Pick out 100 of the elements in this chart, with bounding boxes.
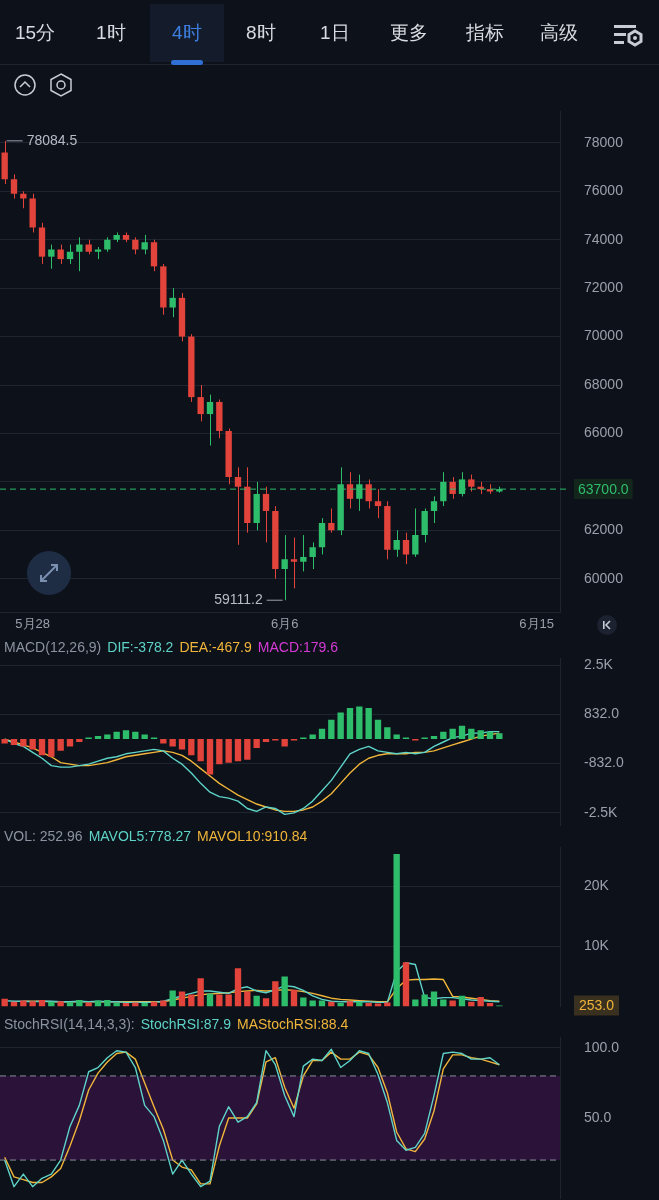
bar [234, 739, 242, 762]
bar [1, 998, 8, 1007]
candlestick [393, 529, 400, 558]
bar [122, 730, 130, 740]
bar [113, 731, 120, 740]
text: DEA:-467.9 [179, 639, 252, 655]
candlestick [206, 394, 214, 447]
bar [272, 981, 279, 1007]
candlestick [234, 466, 242, 546]
bar [188, 994, 195, 1007]
x-tick-label: 6月6 [270, 615, 299, 631]
bar [253, 739, 260, 748]
candlestick [262, 486, 270, 543]
candlestick [346, 471, 354, 509]
candlestick [430, 495, 438, 524]
y-tick-label: -832.0 [584, 754, 624, 771]
bar [468, 1001, 475, 1007]
text: 4时 [172, 21, 202, 45]
bar [477, 730, 484, 740]
y-tick-label: 20K [584, 877, 610, 894]
bar [178, 739, 186, 750]
text: 高级 [540, 21, 578, 45]
text: MACD:179.6 [257, 639, 338, 655]
bar [197, 739, 204, 762]
bar [430, 736, 438, 740]
bar [262, 739, 270, 742]
text: 8时 [246, 21, 276, 45]
bar [365, 708, 372, 740]
bar [160, 739, 167, 744]
y-tick-label: 60000 [584, 569, 624, 586]
bar [160, 1000, 167, 1007]
text: DIF:-378.2 [107, 639, 174, 655]
annotation: 59111.2 [214, 591, 263, 608]
bar [384, 727, 391, 740]
bar [38, 739, 46, 756]
bar [216, 739, 223, 765]
bar [225, 739, 232, 763]
text: 15分 [15, 21, 56, 45]
bar [412, 999, 419, 1007]
bar [57, 1001, 64, 1007]
candlestick [290, 537, 298, 589]
bar [393, 854, 400, 1007]
bar [20, 739, 27, 747]
bar [281, 739, 288, 747]
y-tick-label: 78000 [584, 133, 624, 150]
candlestick [365, 478, 372, 509]
bar [29, 1001, 36, 1007]
bar [384, 1002, 391, 1007]
candlestick [374, 488, 382, 519]
series-label: MAStochRSI:88.4 [237, 1016, 349, 1032]
bar [496, 733, 503, 740]
bar [290, 989, 298, 1007]
y-tick-label: 68000 [584, 375, 624, 392]
candlestick [412, 507, 419, 558]
bar [76, 999, 83, 1007]
bar [1, 739, 8, 744]
bar [421, 994, 428, 1007]
bar [132, 731, 139, 740]
bar [10, 739, 18, 745]
bar [206, 739, 214, 775]
bar [356, 1001, 363, 1007]
bar [402, 962, 410, 1007]
bar [76, 739, 83, 742]
bar [253, 995, 260, 1007]
y-tick-label: 72000 [584, 279, 624, 296]
bar [281, 976, 288, 1007]
bar [216, 994, 223, 1007]
bar [104, 734, 111, 740]
text: 1时 [96, 21, 126, 45]
candlestick [328, 507, 335, 534]
bar [188, 739, 195, 756]
bar [318, 728, 326, 740]
candlestick [141, 234, 148, 255]
y-tick-label: 10K [584, 937, 610, 954]
candlestick [402, 532, 410, 565]
y-tick-label: 62000 [584, 521, 624, 538]
bar [234, 968, 242, 1007]
y-tick-label: 70000 [584, 327, 624, 344]
bar [346, 708, 354, 740]
y-tick-label: -2.5K [584, 803, 619, 820]
bar [141, 1003, 148, 1007]
x-tick-label: 6月15 [519, 615, 555, 631]
text: 更多 [390, 21, 428, 45]
annotation: 78084.5 [26, 131, 78, 148]
series-label: StochRSI:87.9 [140, 1016, 232, 1032]
bar [328, 1001, 335, 1007]
candlestick [169, 287, 176, 318]
bar [300, 997, 307, 1007]
bar [477, 996, 484, 1007]
bar [244, 739, 251, 760]
bar [20, 1000, 27, 1007]
text: MAVOL5:778.27 [88, 828, 192, 844]
y-tick-label: 50.0 [584, 1108, 612, 1125]
chart-title: StochRSI(14,14,3,3): [4, 1016, 135, 1032]
text: 1日 [320, 21, 350, 45]
bar [309, 1000, 316, 1007]
chart-title: VOL: 252.96 [4, 828, 83, 844]
bar [141, 734, 148, 740]
bar [309, 734, 316, 740]
bar [393, 734, 400, 740]
